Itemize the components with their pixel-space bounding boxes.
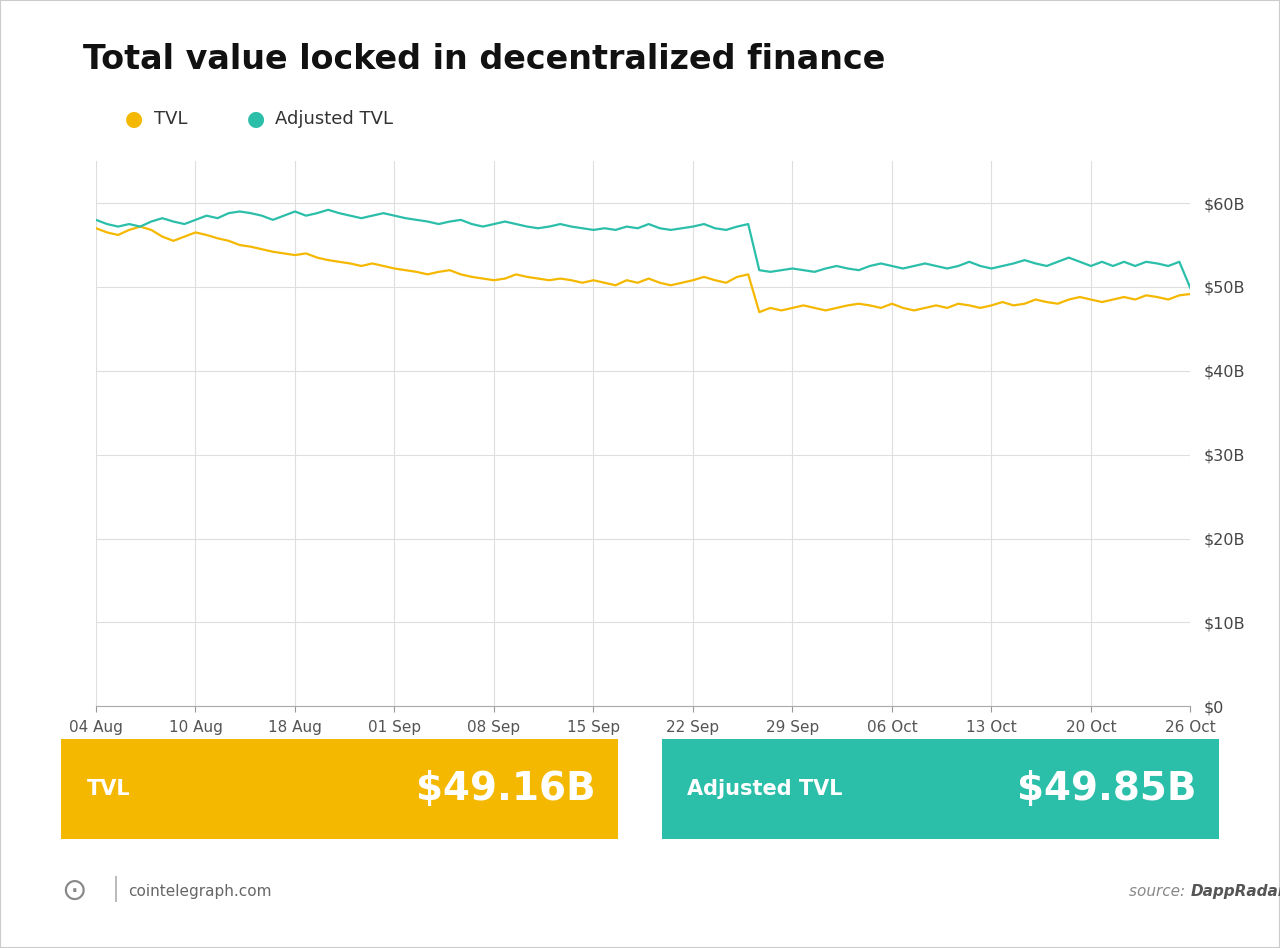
Text: TVL: TVL [154,110,187,127]
Text: cointelegraph.com: cointelegraph.com [128,884,271,899]
Text: ●: ● [247,108,265,129]
Text: ⊙: ⊙ [61,877,87,905]
Text: ●: ● [125,108,143,129]
Text: $49.85B: $49.85B [1016,770,1197,809]
Text: Adjusted TVL: Adjusted TVL [687,779,842,799]
Text: Adjusted TVL: Adjusted TVL [275,110,393,127]
Text: Total value locked in decentralized finance: Total value locked in decentralized fina… [83,43,886,76]
Text: TVL: TVL [87,779,131,799]
Text: source:: source: [1129,884,1190,899]
Text: DappRadar: DappRadar [1190,884,1280,899]
Text: $49.16B: $49.16B [416,770,596,809]
